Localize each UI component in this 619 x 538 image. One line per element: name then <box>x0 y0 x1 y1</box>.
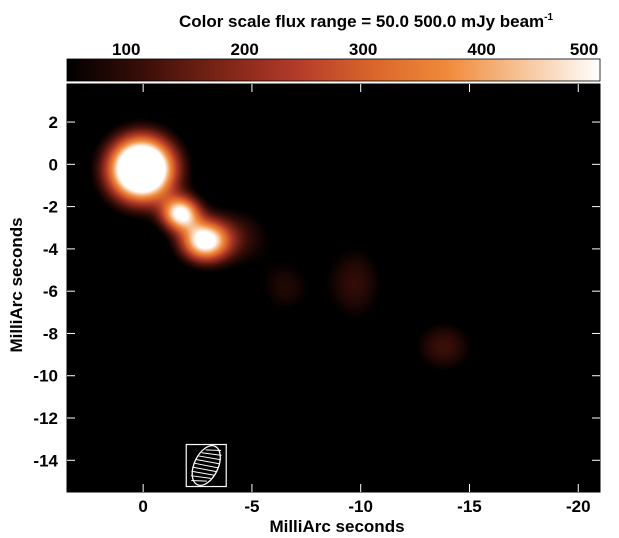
x-tick-label: -5 <box>244 497 259 516</box>
y-tick-label: -14 <box>33 451 58 470</box>
colorbar-tick-label: 300 <box>349 40 377 59</box>
x-tick-labels: 0 -5 -10 -15 -20 <box>138 497 590 516</box>
y-axis-label: MilliArc seconds <box>7 217 26 352</box>
colorbar-tick-label: 100 <box>112 40 140 59</box>
colorbar-title-main: Color scale flux range = 50.0 500.0 mJy … <box>179 12 544 31</box>
y-tick-labels: 2 0 -2 -4 -6 -8 -10 -12 -14 <box>33 113 58 470</box>
y-tick-label: -4 <box>43 240 59 259</box>
colorbar-title-sup: -1 <box>544 12 553 23</box>
colorbar-tick-label: 200 <box>230 40 258 59</box>
plot-frame <box>66 83 601 493</box>
beam-indicator <box>185 443 227 488</box>
x-tick-label: 0 <box>138 497 147 516</box>
y-tick-label: -10 <box>33 367 58 386</box>
y-tick-label: -2 <box>43 198 58 217</box>
colorbar-tick-labels: 100 200 300 400 500 <box>112 40 598 59</box>
beam-box <box>185 443 227 488</box>
x-tick-label: -15 <box>457 497 482 516</box>
x-tick-label: -10 <box>348 497 373 516</box>
y-tick-label: 2 <box>49 113 58 132</box>
y-tick-label: 0 <box>49 155 58 174</box>
colorbar-tick-label: 400 <box>467 40 495 59</box>
x-axis-label: MilliArc seconds <box>269 517 404 536</box>
colorbar-title: Color scale flux range = 50.0 500.0 mJy … <box>179 12 554 31</box>
beam-ellipse <box>190 445 222 486</box>
y-tick-label: -12 <box>33 409 58 428</box>
colorbar <box>66 58 601 82</box>
y-tick-label: -6 <box>43 282 58 301</box>
axes-ticks <box>66 83 601 493</box>
heatmap-image <box>67 84 600 492</box>
x-tick-label: -20 <box>566 497 591 516</box>
y-tick-label: -8 <box>43 324 58 343</box>
colorbar-tick-label: 500 <box>570 40 598 59</box>
